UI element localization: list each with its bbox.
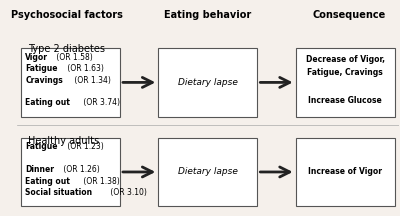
Text: Increase of Vigor: Increase of Vigor [308,167,382,176]
Text: Fatigue: Fatigue [26,142,58,151]
FancyBboxPatch shape [21,138,120,206]
Text: (OR 1.58): (OR 1.58) [54,53,92,62]
Text: (OR 1.63): (OR 1.63) [66,64,104,73]
Text: Psychosocial factors: Psychosocial factors [11,10,122,20]
Text: (OR 1.26): (OR 1.26) [61,165,100,174]
Text: Vigor: Vigor [26,53,48,62]
Text: (OR 3.74): (OR 3.74) [81,98,120,107]
FancyBboxPatch shape [296,48,395,116]
Text: Dinner: Dinner [26,165,54,174]
Text: Dietary lapse: Dietary lapse [178,167,238,176]
Text: Fatigue, Cravings: Fatigue, Cravings [307,68,383,77]
Text: (OR 1.38): (OR 1.38) [81,176,120,186]
Text: Cravings: Cravings [26,76,63,85]
FancyBboxPatch shape [296,138,395,206]
Text: (OR 3.10): (OR 3.10) [108,188,147,197]
Text: Eating behavior: Eating behavior [164,10,252,20]
Text: Healthy adults: Healthy adults [28,136,100,146]
FancyBboxPatch shape [158,48,258,116]
Text: Eating out: Eating out [26,98,70,107]
Text: Fatigue: Fatigue [26,64,58,73]
Text: (OR 1.34): (OR 1.34) [72,76,111,85]
FancyBboxPatch shape [158,138,258,206]
Text: Decrease of Vigor,: Decrease of Vigor, [306,55,385,64]
Text: (OR 1.23): (OR 1.23) [66,142,104,151]
Text: Consequence: Consequence [312,10,386,20]
Text: Increase Glucose: Increase Glucose [308,96,382,105]
FancyBboxPatch shape [21,48,120,116]
Text: Social situation: Social situation [26,188,92,197]
Text: Eating out: Eating out [26,176,70,186]
Text: Dietary lapse: Dietary lapse [178,78,238,87]
Text: Type 2 diabetes: Type 2 diabetes [28,44,106,54]
